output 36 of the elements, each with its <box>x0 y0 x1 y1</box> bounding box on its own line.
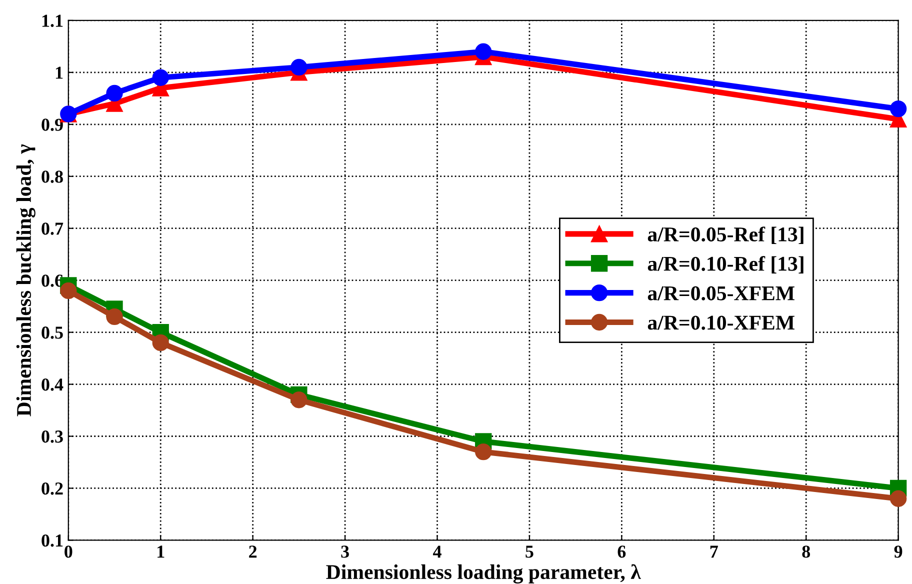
y-tick-label: 0.4 <box>42 378 64 391</box>
x-tick-label: 9 <box>894 546 902 558</box>
point <box>106 84 123 102</box>
y-tick-label: 0.5 <box>42 326 63 339</box>
x-tick-label: 8 <box>802 546 810 558</box>
x-tick-label: 5 <box>526 546 534 558</box>
x-tick-label: 1 <box>158 546 164 558</box>
x-tick-label: 7 <box>710 546 718 558</box>
point <box>106 308 123 326</box>
point <box>152 334 169 352</box>
point <box>290 392 308 408</box>
y-tick-label: 1.1 <box>42 14 63 27</box>
x-tick-label: 6 <box>618 546 626 558</box>
point <box>290 58 308 76</box>
point <box>475 444 492 460</box>
x-tick-label: 3 <box>341 546 349 558</box>
legend-label: a/R=0.05-XFEM <box>648 286 794 300</box>
point <box>475 43 492 60</box>
legend-label: a/R=0.10-XFEM <box>648 316 794 330</box>
point <box>890 490 907 507</box>
point <box>890 100 907 118</box>
y-tick-label: 0.2 <box>42 482 63 495</box>
y-tick-label: 0.7 <box>42 222 64 235</box>
point <box>152 69 169 86</box>
y-tick-label: 0.3 <box>42 430 63 443</box>
y-axis-title: Dimensionless buckling load, γ <box>16 144 36 416</box>
x-tick-label: 4 <box>432 546 442 558</box>
y-tick-label: 0.1 <box>42 534 63 547</box>
y-tick-label: 0.9 <box>42 118 63 131</box>
y-tick-label: 0.8 <box>42 170 63 183</box>
legend-label: a/R=0.10-Ref [13] <box>648 256 804 274</box>
x-tick-label: 2 <box>249 546 257 558</box>
x-axis-title: Dimensionless loading parameter, λ <box>326 564 641 584</box>
y-tick-label: 1 <box>56 66 63 79</box>
x-tick-label: 0 <box>64 546 72 558</box>
legend-label: a/R=0.05-Ref [13] <box>648 226 804 244</box>
